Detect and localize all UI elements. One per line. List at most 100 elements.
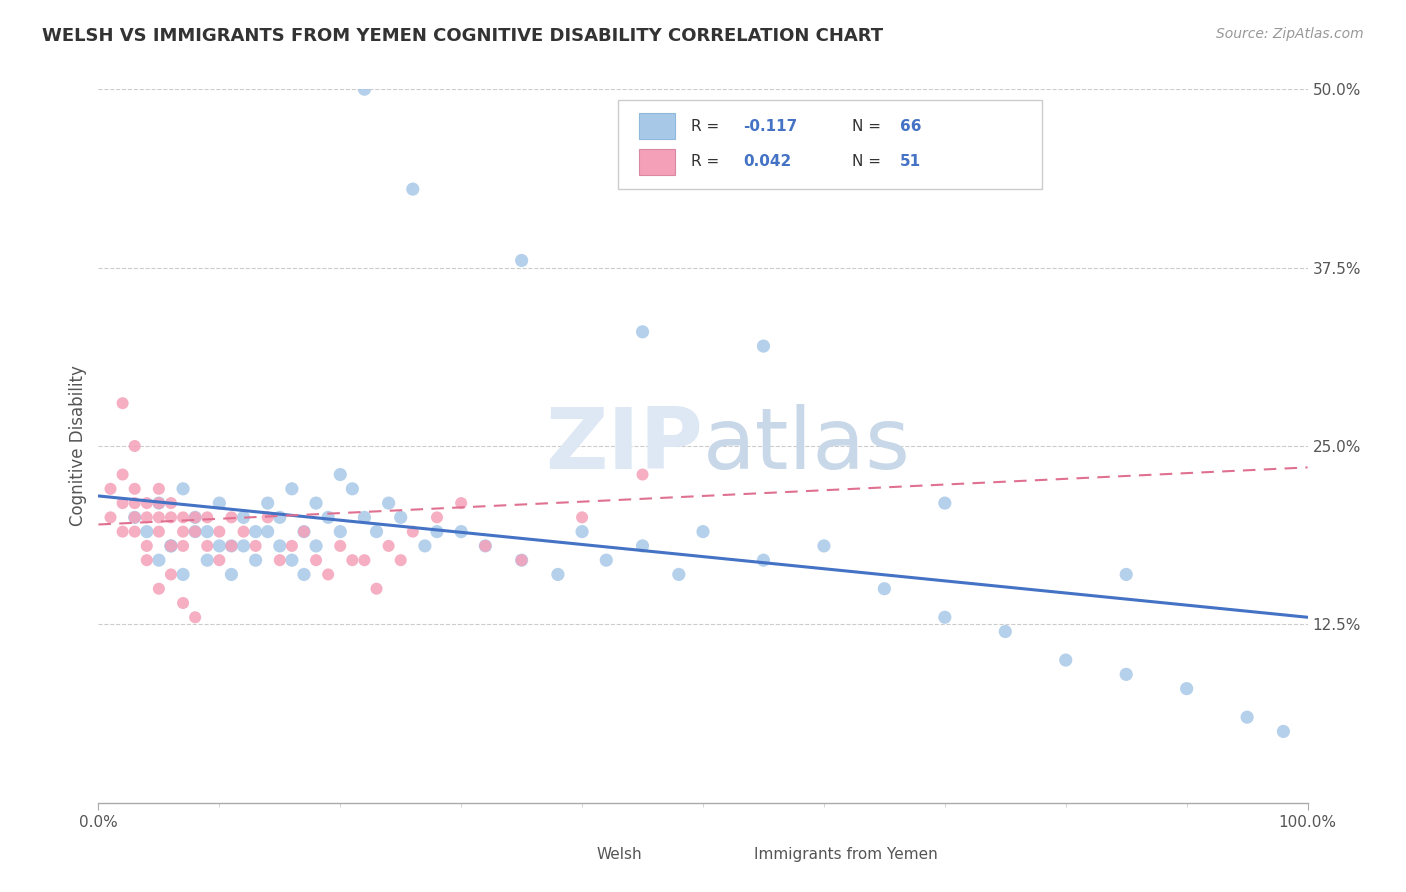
Point <box>135 553 157 567</box>
Point <box>184 524 207 539</box>
Point <box>269 510 291 524</box>
Point <box>281 539 304 553</box>
Point <box>366 582 388 596</box>
Point <box>316 567 339 582</box>
Point <box>1115 667 1137 681</box>
Point <box>245 524 267 539</box>
Point <box>172 567 194 582</box>
Point <box>232 510 254 524</box>
Point <box>135 539 157 553</box>
Text: Immigrants from Yemen: Immigrants from Yemen <box>754 847 938 862</box>
Point <box>111 496 134 510</box>
Point <box>100 510 122 524</box>
Point <box>413 539 436 553</box>
Point <box>474 539 496 553</box>
Point <box>1272 724 1295 739</box>
Point <box>571 524 593 539</box>
Point <box>148 496 170 510</box>
Point <box>111 467 134 482</box>
Point <box>172 596 194 610</box>
Point <box>389 553 412 567</box>
Point <box>148 510 170 524</box>
Point <box>111 524 134 539</box>
Point <box>377 496 399 510</box>
Point <box>510 553 533 567</box>
Point <box>402 524 425 539</box>
Point <box>353 82 375 96</box>
Point <box>329 467 352 482</box>
Point <box>160 539 183 553</box>
Point <box>148 524 170 539</box>
FancyBboxPatch shape <box>638 113 675 139</box>
Point <box>208 539 231 553</box>
Point <box>160 539 183 553</box>
Point <box>292 567 315 582</box>
Text: N =: N = <box>852 119 886 134</box>
Point <box>292 524 315 539</box>
Point <box>269 553 291 567</box>
Point <box>934 610 956 624</box>
Point <box>172 510 194 524</box>
Point <box>1175 681 1198 696</box>
Point <box>329 539 352 553</box>
Point <box>221 539 243 553</box>
Point <box>195 553 218 567</box>
Point <box>160 510 183 524</box>
Point <box>316 510 339 524</box>
Point <box>172 524 194 539</box>
Point <box>256 510 278 524</box>
Point <box>172 539 194 553</box>
Point <box>148 496 170 510</box>
Point <box>221 510 243 524</box>
Point <box>873 582 896 596</box>
Point <box>195 539 218 553</box>
Text: R =: R = <box>690 119 724 134</box>
Point <box>281 553 304 567</box>
Point <box>256 496 278 510</box>
Point <box>994 624 1017 639</box>
Point <box>208 553 231 567</box>
Point <box>450 496 472 510</box>
Point <box>124 510 146 524</box>
Point <box>184 510 207 524</box>
Point <box>510 253 533 268</box>
Point <box>111 396 134 410</box>
Point <box>305 553 328 567</box>
Text: Source: ZipAtlas.com: Source: ZipAtlas.com <box>1216 27 1364 41</box>
Point <box>813 539 835 553</box>
Point <box>195 510 218 524</box>
Point <box>148 482 170 496</box>
Point <box>402 182 425 196</box>
Text: ZIP: ZIP <box>546 404 703 488</box>
Point <box>148 582 170 596</box>
Text: 66: 66 <box>900 119 921 134</box>
Text: -0.117: -0.117 <box>742 119 797 134</box>
Point <box>342 553 364 567</box>
Point <box>377 539 399 553</box>
Point <box>631 539 654 553</box>
Text: N =: N = <box>852 154 886 169</box>
Point <box>595 553 617 567</box>
Point <box>450 524 472 539</box>
Point <box>353 510 375 524</box>
Text: atlas: atlas <box>703 404 911 488</box>
Point <box>100 482 122 496</box>
Point <box>160 567 183 582</box>
FancyBboxPatch shape <box>558 844 588 863</box>
Point <box>389 510 412 524</box>
Point <box>934 496 956 510</box>
Point <box>232 539 254 553</box>
Point <box>281 482 304 496</box>
Point <box>1236 710 1258 724</box>
Point <box>752 339 775 353</box>
Point <box>160 496 183 510</box>
Point <box>353 553 375 567</box>
FancyBboxPatch shape <box>716 844 745 863</box>
Point <box>305 496 328 510</box>
Point <box>305 539 328 553</box>
Text: Welsh: Welsh <box>596 847 643 862</box>
Point <box>366 524 388 539</box>
Point <box>474 539 496 553</box>
Point <box>692 524 714 539</box>
Point <box>329 524 352 539</box>
